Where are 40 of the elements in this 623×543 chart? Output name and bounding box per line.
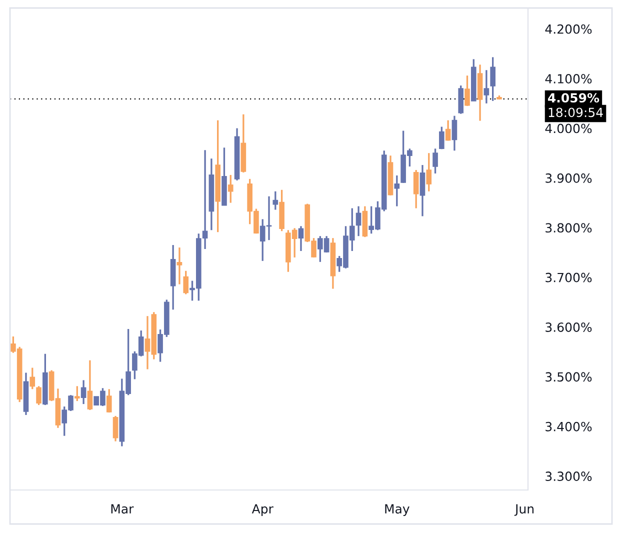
candlestick xyxy=(106,388,112,414)
candlestick xyxy=(484,69,490,104)
candlestick xyxy=(87,359,93,411)
y-tick-label: 3.700% xyxy=(546,272,592,282)
x-tick-label: Apr xyxy=(252,504,274,516)
candlestick xyxy=(445,119,451,142)
candlestick xyxy=(228,174,234,204)
text: 18:09:54 xyxy=(548,108,603,118)
x-tick-label: May xyxy=(385,504,410,516)
y-tick-label: 3.600% xyxy=(546,322,592,332)
y-tick-label: 4.200% xyxy=(545,24,592,34)
candlestick xyxy=(394,174,400,208)
candlestick xyxy=(413,169,419,210)
candlestick xyxy=(356,205,362,237)
candlestick xyxy=(439,126,444,150)
candlestick xyxy=(298,225,304,252)
candlestick xyxy=(30,366,36,390)
y-tick-label: 3.800% xyxy=(546,223,592,233)
ref-line-label: 4.059% xyxy=(548,93,600,103)
candlestick xyxy=(432,148,438,174)
candlestick xyxy=(176,246,182,286)
candlestick xyxy=(36,385,42,406)
x-tick-label: Jun xyxy=(514,504,534,516)
y-tick-label: 4.000% xyxy=(545,124,592,134)
y-tick-label: 3.900% xyxy=(546,173,592,183)
candlestick xyxy=(80,379,86,405)
candlestick xyxy=(420,164,426,218)
y-tick-label: 3.400% xyxy=(546,422,592,432)
candlestick xyxy=(464,74,470,107)
candlestick xyxy=(74,385,80,402)
candlestick xyxy=(452,114,458,152)
candlestick xyxy=(272,190,278,211)
y-tick-label: 3.300% xyxy=(546,472,592,482)
x-tick-label: Mar xyxy=(111,504,134,514)
y-tick-label: 4.100% xyxy=(545,74,592,84)
candlestick xyxy=(426,152,432,192)
candlestick xyxy=(490,56,496,102)
y-tick-label: 3.500% xyxy=(546,372,592,382)
candlestick xyxy=(112,415,118,442)
candlestick xyxy=(183,270,189,296)
